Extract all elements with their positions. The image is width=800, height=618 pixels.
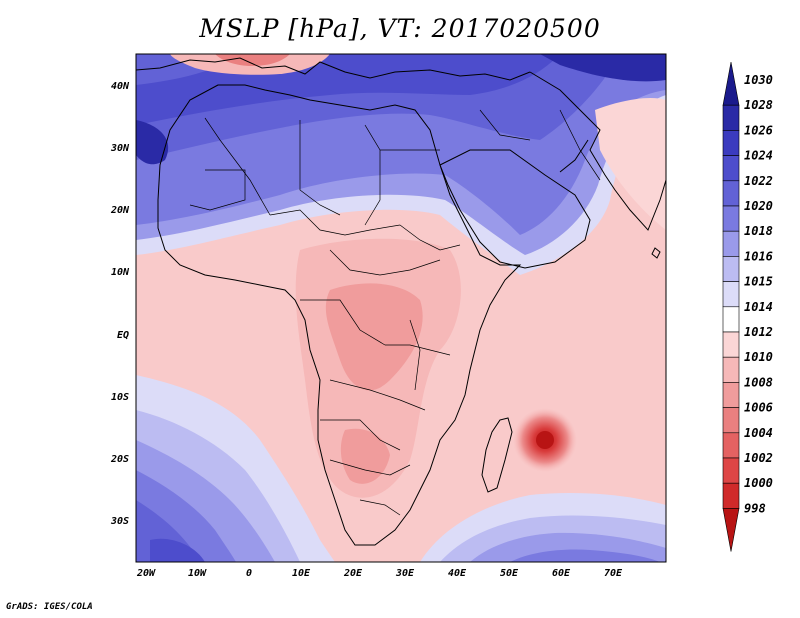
lat-label-20s: 20S: [110, 454, 129, 465]
colorbar-label-1015: 1015: [744, 275, 773, 289]
colorbar-label-1008: 1008: [744, 375, 773, 389]
lat-label-30n: 30N: [110, 143, 130, 154]
lat-label-10n: 10N: [111, 267, 130, 278]
lon-label-10e: 10E: [292, 568, 311, 579]
colorbar-swatch-1010: [722, 356, 740, 383]
colorbar-swatch-1015: [722, 281, 740, 308]
colorbar-label-1024: 1024: [744, 149, 773, 163]
lon-label-10w: 10W: [188, 568, 207, 579]
colorbar-swatch-1018: [722, 230, 740, 257]
lon-label-70e: 70E: [604, 568, 623, 579]
lon-label-20w: 20W: [136, 568, 156, 579]
lat-label-30s: 30S: [110, 516, 129, 527]
lon-label-20e: 20E: [343, 568, 363, 579]
latitude-axis: 40N 30N 20N 10N EQ 10S 20S 30S: [110, 81, 130, 527]
colorbar-swatch-1000: [722, 482, 740, 509]
lon-label-50e: 50E: [500, 568, 519, 579]
map-title: MSLP [hPa], VT: 2017020500: [199, 14, 601, 43]
colorbar-label-1028: 1028: [744, 98, 773, 112]
country-borders: [189, 109, 601, 516]
colorbar-swatch-1006: [722, 407, 740, 434]
colorbar-label-1022: 1022: [744, 174, 773, 188]
colorbar-swatch-1002: [722, 457, 740, 484]
colorbar-swatch-1004: [722, 432, 740, 459]
credit-label: GrADS: IGES/COLA: [6, 602, 93, 612]
colorbar-swatch-1008: [722, 382, 740, 408]
colorbar-label-1018: 1018: [744, 224, 773, 238]
colorbar-label-1004: 1004: [744, 426, 773, 440]
colorbar: 1030 1028 1026 1024 1022 1020 1018 1016 1015 1014…: [722, 61, 773, 552]
lon-label-0: 0: [246, 568, 252, 579]
colorbar-label-1010: 1010: [744, 350, 773, 364]
colorbar-swatch-1028: [722, 104, 740, 131]
colorbar-swatch-1012: [722, 331, 740, 358]
coastlines: [136, 57, 666, 546]
map-frame: [135, 53, 667, 563]
colorbar-swatch-1022: [722, 180, 740, 207]
colorbar-label-1030: 1030: [744, 73, 773, 87]
lat-label-20n: 20N: [110, 205, 130, 216]
lat-label-10s: 10S: [111, 392, 129, 403]
colorbar-swatch-1014: [722, 306, 740, 333]
lat-label-eq: EQ: [117, 330, 129, 341]
colorbar-label-1014: 1014: [744, 300, 773, 314]
colorbar-swatch-998: [722, 508, 740, 552]
colorbar-swatch-1030: [722, 61, 740, 106]
colorbar-label-1000: 1000: [744, 476, 773, 490]
longitude-axis: 20W 10W 0 10E 20E 30E 40E 50E 60E 70E: [136, 568, 623, 579]
colorbar-label-1002: 1002: [744, 451, 773, 465]
lon-label-30e: 30E: [395, 568, 415, 579]
colorbar-swatch-1024: [722, 155, 740, 182]
colorbar-label-1012: 1012: [744, 325, 773, 339]
lat-label-40n: 40N: [111, 81, 130, 92]
colorbar-label-1016: 1016: [744, 249, 773, 263]
colorbar-label-998: 998: [744, 501, 766, 515]
pressure-field: [136, 54, 666, 562]
colorbar-swatch-1026: [722, 130, 740, 156]
lon-label-40e: 40E: [448, 568, 467, 579]
colorbar-swatch-1020: [722, 205, 740, 232]
colorbar-label-1020: 1020: [744, 199, 773, 213]
colorbar-swatch-1016: [722, 256, 740, 282]
colorbar-label-1006: 1006: [744, 401, 773, 415]
lon-label-60e: 60E: [552, 568, 571, 579]
colorbar-label-1026: 1026: [744, 123, 773, 137]
